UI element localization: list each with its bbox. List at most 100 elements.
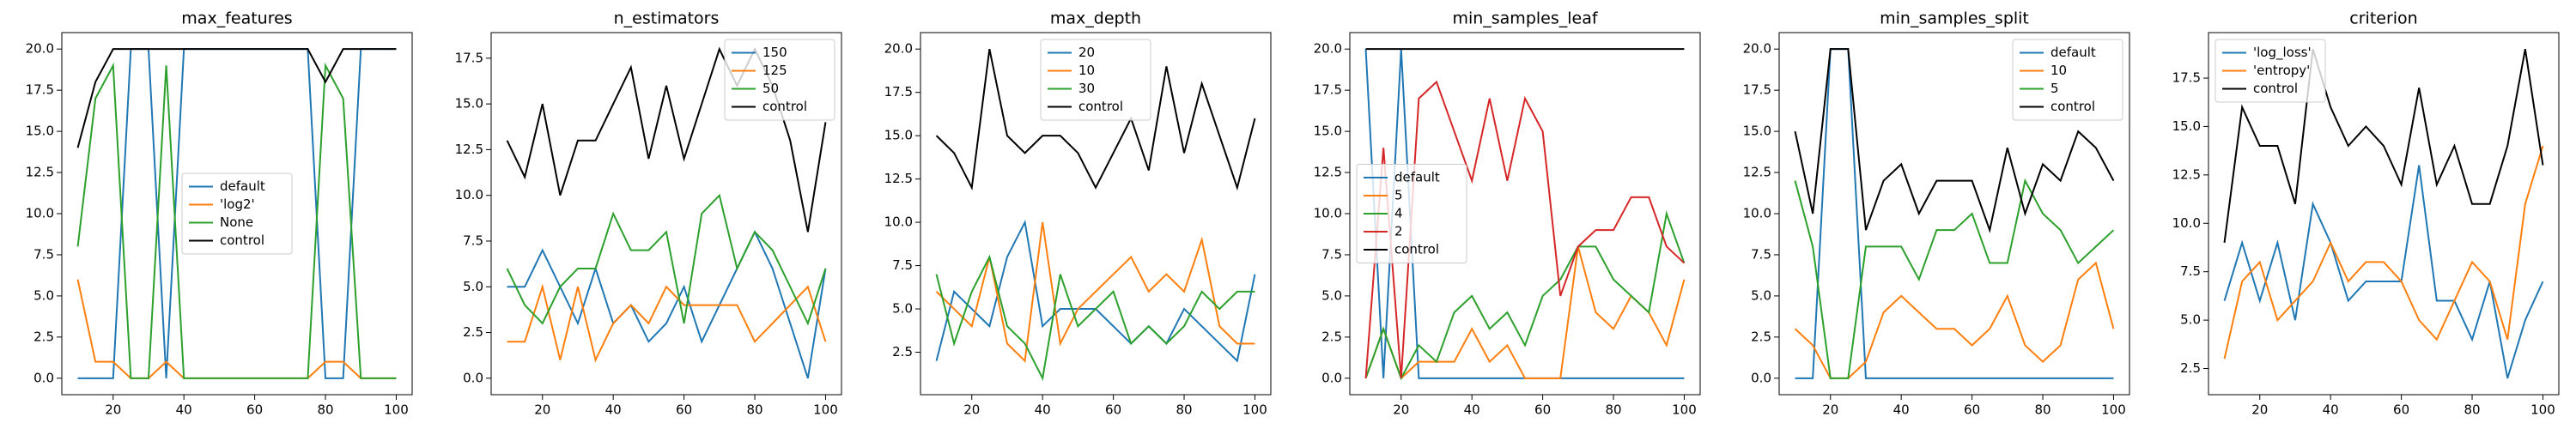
y-tick-label: 20.0 — [26, 41, 54, 57]
subplot: criterion 20 40 60 80 100 2.5 5.0 7.5 10.0 12.5 15.… — [2172, 9, 2560, 418]
legend: default 'log2' None control — [181, 172, 293, 255]
series-line — [935, 254, 1255, 381]
legend-box — [181, 172, 293, 255]
x-tick-label: 80 — [2034, 402, 2050, 418]
y-tick-label: 2.5 — [2180, 360, 2201, 376]
subplot: n_estimators 20 40 60 80 100 0.0 2.5 5.0 7.5 10.0 1… — [455, 9, 842, 418]
chart-title: min_samples_leaf — [1452, 9, 1598, 28]
chart-title: max_features — [181, 9, 292, 28]
x-tick-label: 20 — [534, 402, 550, 418]
y-tick-label: 10.0 — [455, 187, 483, 202]
x-tick-label: 80 — [746, 402, 762, 418]
y-tick-label: 12.5 — [1314, 165, 1342, 180]
y-tick-label: 17.5 — [2172, 70, 2201, 86]
legend-label: 5 — [2050, 81, 2059, 96]
y-tick-label: 7.5 — [463, 233, 483, 248]
chart-title: min_samples_split — [1880, 9, 2029, 28]
legend-label: default — [2050, 45, 2096, 60]
y-tick-label: 0.0 — [463, 370, 483, 385]
y-tick-label: 15.0 — [455, 96, 483, 112]
series-line — [1364, 80, 1686, 378]
legend-label: control — [2253, 81, 2298, 96]
y-tick-label: 7.5 — [1751, 246, 1771, 262]
x-tick-label: 100 — [813, 402, 838, 418]
y-tick-label: 12.5 — [2172, 166, 2201, 182]
x-tick-label: 40 — [176, 402, 192, 418]
legend-label: 10 — [2050, 63, 2067, 78]
legend-box — [1356, 164, 1467, 263]
series-line — [507, 230, 827, 379]
y-tick-label: 5.0 — [33, 287, 54, 303]
legend: 'log_loss' 'entropy' control — [2215, 39, 2326, 103]
y-tick-label: 0.0 — [1751, 370, 1771, 385]
y-tick-label: 17.5 — [884, 84, 913, 100]
y-tick-label: 5.0 — [2180, 312, 2201, 328]
y-tick-label: 2.5 — [33, 329, 54, 344]
legend-label: 5 — [1394, 188, 1403, 203]
legend-label: control — [1078, 99, 1123, 114]
y-tick-label: 2.5 — [463, 324, 483, 340]
legend: default 10 5 control — [2012, 39, 2123, 121]
y-tick-label: 15.0 — [2172, 118, 2201, 134]
subplot: max_features 20 40 60 80 100 0.0 2.5 5.0 7.5 10.0 1… — [26, 9, 413, 418]
axes-frame — [1349, 32, 1701, 396]
legend-label: None — [220, 214, 253, 230]
legend: 20 10 30 control — [1040, 39, 1151, 121]
legend-label: control — [1394, 242, 1439, 257]
y-tick-label: 10.0 — [1743, 206, 1771, 221]
y-tick-label: 7.5 — [892, 257, 913, 273]
y-tick-label: 12.5 — [26, 165, 54, 180]
axes-frame — [1778, 32, 2130, 396]
y-tick-label: 12.5 — [455, 142, 483, 157]
legend-box — [1040, 39, 1151, 121]
subplot: max_depth 20 40 60 80 100 2.5 5.0 7.5 10.0 12.5 15.… — [884, 9, 1272, 418]
y-tick-label: 2.5 — [1321, 329, 1342, 344]
y-tick-label: 7.5 — [2180, 263, 2201, 279]
axes-frame — [2208, 32, 2560, 396]
legend-label: 'log2' — [220, 196, 255, 212]
y-tick-label: 17.5 — [26, 82, 54, 98]
y-tick-label: 17.5 — [1314, 82, 1342, 98]
y-tick-label: 17.5 — [1743, 82, 1771, 98]
legend-label: control — [220, 233, 264, 248]
legend-label: 10 — [1078, 63, 1095, 78]
series-line — [1364, 210, 1686, 381]
chart-title: n_estimators — [614, 9, 720, 28]
y-tick-label: 5.0 — [892, 301, 913, 317]
y-tick-label: 15.0 — [26, 124, 54, 139]
y-tick-label: 15.0 — [1314, 124, 1342, 139]
x-tick-label: 60 — [2393, 402, 2409, 418]
y-tick-label: 10.0 — [26, 206, 54, 221]
series-line — [2223, 165, 2544, 379]
x-tick-label: 80 — [2464, 402, 2480, 418]
legend-label: 50 — [762, 81, 779, 96]
legend-label: control — [762, 99, 807, 114]
y-tick-label: 15.0 — [884, 128, 913, 143]
x-tick-label: 60 — [676, 402, 692, 418]
legend-label: 2 — [1394, 224, 1403, 239]
x-tick-label: 20 — [2251, 402, 2268, 418]
series-line — [935, 221, 1255, 363]
axes-frame — [61, 32, 413, 396]
x-tick-label: 80 — [1605, 402, 1621, 418]
legend-label: control — [2050, 99, 2095, 114]
x-tick-label: 60 — [1534, 402, 1551, 418]
y-tick-label: 20.0 — [1743, 41, 1771, 57]
legend-label: default — [1394, 170, 1440, 185]
x-tick-label: 100 — [2530, 402, 2555, 418]
legend-label: 20 — [1078, 45, 1095, 60]
x-tick-label: 20 — [1822, 402, 1838, 418]
y-tick-label: 7.5 — [1321, 246, 1342, 262]
y-tick-label: 10.0 — [2172, 215, 2201, 231]
y-tick-label: 20.0 — [1314, 41, 1342, 57]
x-tick-label: 60 — [1105, 402, 1121, 418]
y-tick-label: 12.5 — [884, 171, 913, 186]
series-line — [76, 48, 397, 148]
subplot: min_samples_split 20 40 60 80 100 0.0 2.5 5.0 7.5… — [1743, 9, 2130, 418]
series-line — [935, 48, 1256, 191]
axes-frame — [920, 32, 1272, 396]
x-tick-label: 40 — [2323, 402, 2339, 418]
legend-label: 30 — [1078, 81, 1095, 96]
y-tick-label: 0.0 — [33, 370, 54, 385]
